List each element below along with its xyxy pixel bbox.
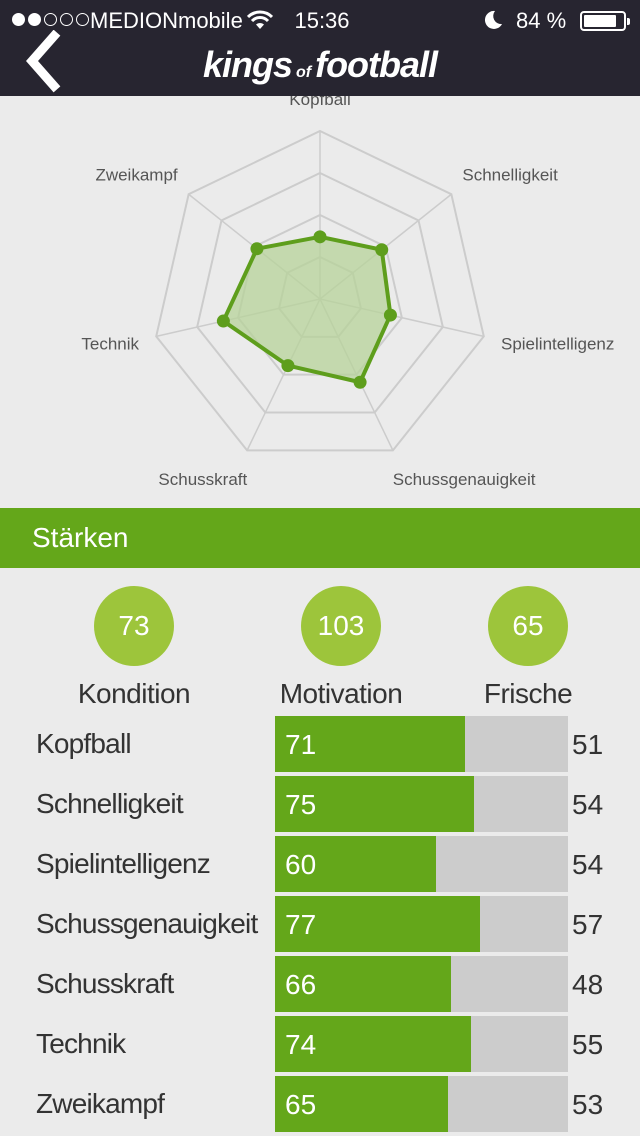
stat-value: 75 xyxy=(285,789,317,820)
stat-label: Spielintelligenz xyxy=(36,848,211,879)
stat-label: Zweikampf xyxy=(36,1088,165,1119)
summary-kondition: 73 Kondition xyxy=(59,586,209,710)
stat-bar-fill xyxy=(275,776,475,832)
stat-row-technik: Technik 74 55 xyxy=(0,1016,640,1072)
status-time: 15:36 xyxy=(294,8,350,33)
stat-label: Schusskraft xyxy=(36,968,174,999)
motivation-value-badge: 103 xyxy=(301,586,381,666)
stat-compare-value: 57 xyxy=(572,909,604,940)
chevron-left-icon xyxy=(26,29,61,93)
section-title: Stärken xyxy=(32,522,129,553)
carrier-name: MEDIONmobile xyxy=(90,8,243,33)
radar-grid-ring xyxy=(196,171,444,414)
signal-dot xyxy=(28,13,41,26)
stat-bar: 74 xyxy=(275,1016,568,1072)
stat-bar-fill xyxy=(275,716,466,772)
stat-bar-fill xyxy=(275,956,451,1012)
radar-data-point xyxy=(375,243,389,257)
signal-dot xyxy=(60,13,73,26)
stat-row-kopfball: Kopfball 71 51 xyxy=(0,716,640,772)
stat-compare-value: 53 xyxy=(572,1089,604,1120)
battery-percentage: 84 % xyxy=(516,8,567,33)
stat-value: 77 xyxy=(285,909,317,940)
wifi-icon xyxy=(247,10,273,29)
stat-row-schnelligkeit: Schnelligkeit 75 54 xyxy=(0,776,640,832)
radar-axis-label: Technik xyxy=(81,335,139,354)
stat-row-spielintelligenz: Spielintelligenz 60 54 xyxy=(0,836,640,892)
stat-bar: 65 xyxy=(275,1076,568,1132)
skills-radar-chart: Kopfball Schnelligkeit Spielintelligenz Sch… xyxy=(81,96,614,489)
radar-axis-label: Kopfball xyxy=(289,96,350,109)
stat-label: Schnelligkeit xyxy=(36,788,184,819)
stat-compare-value: 48 xyxy=(572,969,604,1000)
stat-value: 74 xyxy=(285,1029,317,1060)
radar-grid-ring xyxy=(155,129,485,452)
radar-data-point xyxy=(216,314,230,328)
radar-data-point xyxy=(250,242,264,256)
app-logo: kings of football xyxy=(202,44,438,85)
radar-axis-label: Spielintelligenz xyxy=(501,335,614,354)
stat-value: 60 xyxy=(285,849,317,880)
back-button[interactable] xyxy=(20,29,76,94)
battery-icon xyxy=(580,11,630,31)
signal-dot xyxy=(12,13,25,26)
stat-bar-fill xyxy=(275,896,481,952)
stat-bar-fill xyxy=(275,836,437,892)
stat-label: Technik xyxy=(36,1028,126,1059)
stat-bar: 71 xyxy=(275,716,568,772)
do-not-disturb-moon-icon xyxy=(484,10,502,29)
stat-label: Schussgenauigkeit xyxy=(36,908,258,939)
frische-label: Frische xyxy=(483,678,573,709)
stat-bar-fill xyxy=(275,1076,448,1132)
signal-dot xyxy=(76,13,89,26)
summary-motivation: 103 Motivation xyxy=(266,586,416,710)
radar-data-point xyxy=(353,375,367,389)
stat-row-zweikampf: Zweikampf 65 53 xyxy=(0,1076,640,1132)
signal-strength-icon xyxy=(12,13,89,26)
stat-bar-fill xyxy=(275,1016,472,1072)
stat-compare-value: 54 xyxy=(572,789,604,820)
stat-row-schussgenauigkeit: Schussgenauigkeit 77 57 xyxy=(0,896,640,952)
kondition-value-badge: 73 xyxy=(94,586,174,666)
stat-bar: 60 xyxy=(275,836,568,892)
radar-data-point xyxy=(313,230,327,244)
radar-axis-label: Schussgenauigkeit xyxy=(393,470,536,489)
stat-value: 65 xyxy=(285,1089,317,1120)
stat-value: 71 xyxy=(285,729,317,760)
radar-data-point xyxy=(383,308,397,322)
stat-label: Kopfball xyxy=(36,728,132,759)
stat-compare-value: 51 xyxy=(572,729,604,760)
stat-compare-value: 55 xyxy=(572,1029,604,1060)
motivation-label: Motivation xyxy=(279,678,403,709)
radar-data-area xyxy=(221,234,393,385)
stat-bar: 75 xyxy=(275,776,568,832)
radar-axis-label: Schnelligkeit xyxy=(462,165,558,184)
stat-row-schusskraft: Schusskraft 66 48 xyxy=(0,956,640,1012)
status-bar: MEDIONmobile 15:36 84 % xyxy=(0,0,640,40)
stat-bar: 66 xyxy=(275,956,568,1012)
radar-axis-label: Zweikampf xyxy=(95,165,177,184)
stat-value: 66 xyxy=(285,969,317,1000)
stat-compare-value: 54 xyxy=(572,849,604,880)
summary-frische: 65 Frische xyxy=(453,586,603,710)
radar-axis-label: Schusskraft xyxy=(158,470,247,489)
section-header-staerken: Stärken xyxy=(0,508,640,568)
kondition-label: Kondition xyxy=(77,678,191,709)
stat-bar: 77 xyxy=(275,896,568,952)
radar-data-point xyxy=(281,359,295,373)
frische-value-badge: 65 xyxy=(488,586,568,666)
top-bar: MEDIONmobile 15:36 84 % kings of football xyxy=(0,0,640,96)
signal-dot xyxy=(44,13,57,26)
